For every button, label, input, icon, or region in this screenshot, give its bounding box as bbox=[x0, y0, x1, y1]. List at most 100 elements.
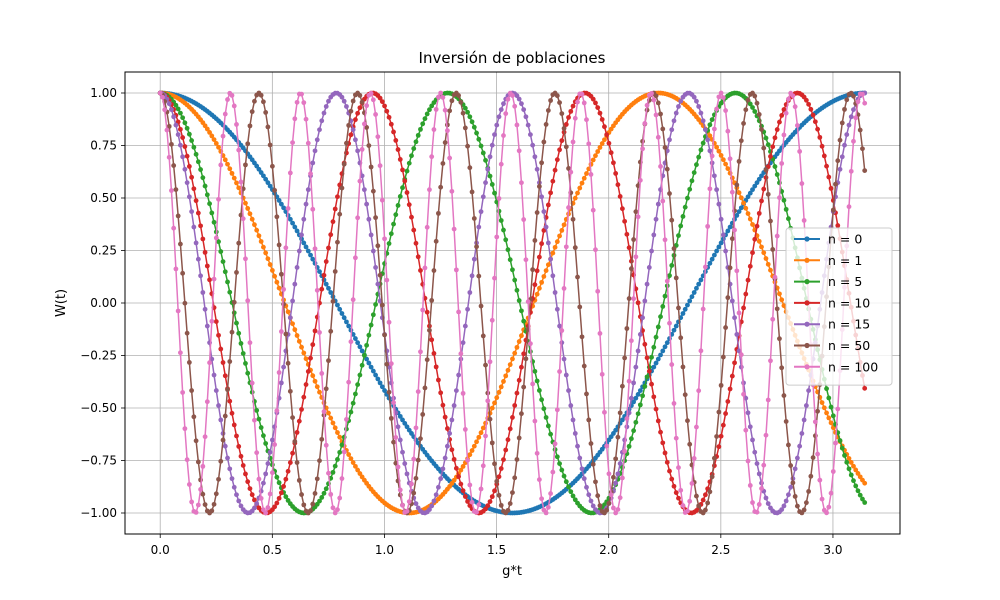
data-point bbox=[184, 330, 190, 336]
data-point bbox=[738, 138, 744, 144]
data-point bbox=[803, 500, 809, 506]
data-point bbox=[700, 140, 706, 146]
data-point bbox=[474, 509, 479, 515]
data-point bbox=[516, 96, 522, 102]
data-point bbox=[245, 141, 251, 147]
data-point bbox=[593, 100, 598, 106]
data-point bbox=[478, 303, 484, 309]
data-point bbox=[222, 111, 228, 117]
data-point bbox=[207, 277, 212, 283]
data-point bbox=[238, 341, 244, 346]
data-point bbox=[382, 103, 387, 109]
data-point bbox=[716, 148, 722, 154]
data-point bbox=[572, 195, 578, 201]
data-point bbox=[835, 406, 841, 412]
data-point bbox=[465, 499, 470, 504]
data-point bbox=[548, 98, 553, 103]
y-tick-label: −1.00 bbox=[80, 506, 117, 520]
data-point bbox=[503, 373, 509, 379]
data-point bbox=[505, 367, 511, 373]
data-point bbox=[272, 273, 278, 279]
data-point bbox=[566, 115, 571, 120]
x-tick-label: 0.0 bbox=[151, 543, 170, 557]
data-point bbox=[234, 270, 239, 275]
data-point bbox=[198, 167, 203, 172]
data-point bbox=[494, 234, 500, 240]
data-point bbox=[404, 168, 410, 174]
data-point bbox=[386, 389, 392, 395]
data-point bbox=[453, 388, 459, 393]
data-point bbox=[222, 443, 228, 449]
data-point bbox=[554, 239, 560, 245]
data-point bbox=[413, 501, 419, 507]
data-point bbox=[772, 274, 778, 280]
data-point bbox=[373, 302, 378, 307]
data-point bbox=[649, 248, 654, 254]
data-point bbox=[375, 376, 381, 382]
data-point bbox=[278, 201, 284, 207]
data-point bbox=[169, 188, 174, 193]
data-point bbox=[178, 142, 183, 148]
data-point bbox=[584, 117, 589, 123]
data-point bbox=[269, 470, 275, 476]
data-point bbox=[720, 354, 726, 360]
data-point bbox=[839, 445, 845, 451]
data-point bbox=[213, 388, 219, 393]
data-point bbox=[815, 451, 820, 457]
data-point bbox=[673, 323, 679, 329]
data-point bbox=[375, 243, 381, 249]
data-point bbox=[559, 138, 565, 144]
data-point bbox=[824, 386, 829, 392]
data-point bbox=[568, 169, 574, 175]
data-point bbox=[754, 100, 760, 106]
data-point bbox=[799, 431, 805, 436]
data-point bbox=[339, 442, 345, 448]
data-point bbox=[561, 126, 567, 131]
data-point bbox=[229, 170, 235, 176]
data-point bbox=[375, 134, 381, 140]
data-point bbox=[536, 388, 542, 393]
data-point bbox=[691, 456, 697, 461]
data-point bbox=[447, 108, 453, 114]
data-point bbox=[422, 265, 428, 271]
data-point bbox=[736, 158, 742, 164]
data-point bbox=[487, 359, 493, 365]
data-point bbox=[519, 411, 524, 417]
data-point bbox=[810, 455, 816, 460]
data-point bbox=[606, 140, 612, 146]
data-point bbox=[839, 120, 845, 126]
data-point bbox=[714, 248, 720, 254]
data-point bbox=[480, 150, 486, 156]
data-point bbox=[485, 503, 491, 509]
data-point bbox=[507, 257, 513, 263]
data-point bbox=[819, 496, 825, 502]
data-point bbox=[570, 139, 576, 145]
data-point bbox=[552, 244, 558, 250]
data-point bbox=[393, 212, 399, 218]
data-point bbox=[393, 435, 399, 440]
data-point bbox=[586, 417, 592, 423]
data-point bbox=[676, 104, 681, 109]
data-point bbox=[801, 417, 807, 423]
data-point bbox=[218, 162, 224, 168]
data-point bbox=[492, 275, 497, 281]
data-point bbox=[299, 232, 304, 238]
data-point bbox=[238, 503, 244, 509]
data-point bbox=[357, 372, 363, 378]
data-point bbox=[830, 469, 836, 474]
data-point bbox=[750, 250, 755, 256]
data-point bbox=[478, 209, 484, 215]
data-point bbox=[227, 166, 233, 172]
data-point bbox=[299, 344, 304, 350]
data-point bbox=[341, 98, 347, 104]
data-point bbox=[344, 104, 349, 109]
data-point bbox=[303, 201, 309, 207]
data-point bbox=[741, 200, 746, 206]
data-point bbox=[498, 384, 504, 390]
data-point bbox=[846, 204, 852, 210]
data-point bbox=[579, 180, 585, 186]
data-point bbox=[494, 395, 500, 401]
data-point bbox=[433, 364, 439, 370]
data-point bbox=[691, 170, 697, 176]
data-point bbox=[310, 373, 316, 379]
